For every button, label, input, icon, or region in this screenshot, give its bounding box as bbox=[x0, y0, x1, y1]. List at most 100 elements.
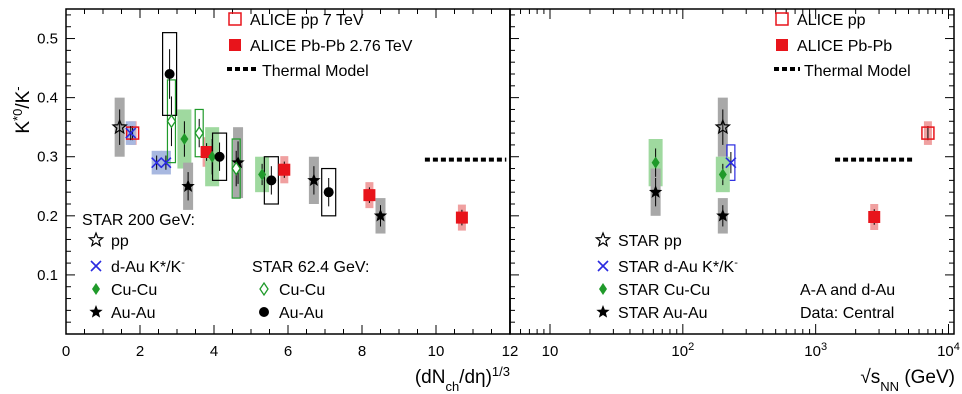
data-point bbox=[307, 173, 321, 187]
legend-r-alice-pp-label: ALICE pp bbox=[797, 12, 866, 29]
legend-r-star-cucu-marker bbox=[599, 283, 607, 295]
right-x-axis-title: √sNN (GeV) bbox=[860, 367, 955, 394]
legend-star62-title: STAR 62.4 GeV: bbox=[252, 259, 369, 276]
cross-marker bbox=[597, 260, 609, 272]
right-frame bbox=[509, 8, 955, 335]
star-filled-marker bbox=[89, 305, 103, 318]
data-point bbox=[455, 211, 468, 224]
right-data bbox=[648, 97, 935, 234]
right-legend-alice: ALICE pp ALICE Pb-Pb Thermal Model bbox=[774, 12, 911, 80]
data-point bbox=[868, 211, 881, 223]
data-point bbox=[160, 157, 172, 169]
star-filled-marker bbox=[596, 305, 610, 318]
left-data bbox=[111, 32, 507, 234]
y-tick-label: 0.5 bbox=[37, 31, 58, 48]
left-legend-alice: ALICE pp 7 TeV ALICE Pb-Pb 2.76 TeV Ther… bbox=[227, 12, 413, 80]
x-tick-label: 12 bbox=[502, 343, 519, 360]
data-point bbox=[266, 175, 277, 186]
data-point bbox=[194, 125, 204, 141]
x-tick-label: 104 bbox=[937, 341, 960, 360]
legend-star62-auau-label: Au-Au bbox=[279, 305, 323, 322]
x-tick-label: 102 bbox=[671, 341, 694, 360]
legend-star62-auau-marker bbox=[259, 307, 269, 317]
x-tick-label: 4 bbox=[210, 343, 218, 360]
right-legend-star: STAR pp STAR d-Au K*/K- STAR Cu-Cu STAR … bbox=[594, 231, 738, 322]
left-panel: 0 2 4 6 8 10 12 0.1 0.2 0.3 0.4 0.5 ALICE pp 7 TeV … bbox=[37, 8, 954, 394]
cross-marker bbox=[90, 260, 102, 272]
legend-star200-cucu-label: Cu-Cu bbox=[111, 282, 157, 299]
legend-star62-cucu-marker bbox=[259, 281, 269, 297]
right-note-line2: Data: Central bbox=[800, 305, 894, 322]
sys-band bbox=[162, 32, 178, 116]
legend-star200-pp-marker bbox=[87, 231, 105, 248]
data-point bbox=[373, 208, 388, 222]
y-tick-label: 0.2 bbox=[37, 208, 58, 225]
star-open-marker bbox=[87, 231, 105, 248]
data-point bbox=[725, 157, 737, 169]
x-tick-label: 10 bbox=[428, 343, 445, 360]
left-x-axis-title: (dNch/dη)1/3 bbox=[415, 364, 510, 394]
legend-r-alice-pp-marker bbox=[775, 12, 789, 26]
legend-thermal-label: Thermal Model bbox=[262, 63, 369, 80]
data-point bbox=[231, 161, 241, 176]
data-point bbox=[363, 189, 376, 202]
x-tick-label: 10 bbox=[542, 343, 559, 360]
data-point bbox=[648, 185, 663, 198]
legend-r-star-dau-label: STAR d-Au K*/K- bbox=[618, 257, 738, 276]
data-point bbox=[151, 157, 163, 169]
legend-r-star-cucu-label: STAR Cu-Cu bbox=[618, 282, 710, 299]
data-point bbox=[166, 114, 177, 129]
data-point bbox=[278, 163, 291, 176]
legend-r-alice-pbpb-marker bbox=[776, 39, 788, 51]
diamond-open-marker bbox=[259, 281, 269, 297]
legend-star200-title: STAR 200 GeV: bbox=[82, 212, 195, 229]
legend-star200-dau-label: d-Au K*/K- bbox=[111, 257, 185, 276]
star-open-marker bbox=[594, 231, 612, 248]
legend-r-star-pp-label: STAR pp bbox=[618, 233, 682, 250]
legend-alice-pp-marker bbox=[228, 12, 242, 26]
right-panel: 10 102 103 104 ALICE pp ALICE Pb-Pb Thermal… bbox=[509, 8, 960, 394]
left-legend-star: STAR 200 GeV: pp d-Au K*/K- Cu-Cu Au-Au … bbox=[82, 212, 369, 322]
diamond-filled-marker bbox=[599, 283, 607, 295]
legend-r-thermal-label: Thermal Model bbox=[804, 63, 911, 80]
y-tick-label: 0.1 bbox=[37, 267, 58, 284]
legend-star200-cucu-marker bbox=[92, 283, 100, 295]
data-point bbox=[111, 118, 128, 135]
data-point bbox=[258, 168, 267, 181]
data-point bbox=[718, 168, 727, 181]
data-point bbox=[651, 156, 660, 169]
y-tick-label: 0.3 bbox=[37, 149, 58, 166]
data-point bbox=[125, 127, 137, 139]
x-tick-label: 0 bbox=[62, 343, 70, 360]
legend-star200-auau-marker bbox=[89, 305, 103, 318]
data-point bbox=[214, 151, 225, 162]
legend-star200-dau-marker bbox=[90, 260, 102, 272]
circle-filled-marker bbox=[259, 307, 269, 317]
legend-alice-pbpb-label: ALICE Pb-Pb 2.76 TeV bbox=[250, 38, 413, 55]
x-tick-label: 2 bbox=[136, 343, 144, 360]
data-point bbox=[208, 150, 217, 163]
legend-alice-pbpb-marker bbox=[229, 39, 241, 51]
data-point bbox=[323, 187, 334, 198]
legend-r-star-auau-marker bbox=[596, 305, 610, 318]
legend-r-star-auau-label: STAR Au-Au bbox=[618, 305, 708, 322]
right-ticks: 10 102 103 104 bbox=[509, 9, 960, 360]
data-point bbox=[231, 155, 245, 169]
x-tick-label: 6 bbox=[284, 343, 292, 360]
data-point bbox=[180, 133, 189, 145]
data-point bbox=[921, 126, 935, 140]
diamond-filled-marker bbox=[92, 283, 100, 295]
legend-star200-pp-label: pp bbox=[111, 233, 129, 250]
legend-alice-pp-label: ALICE pp 7 TeV bbox=[250, 12, 364, 29]
x-tick-label: 8 bbox=[358, 343, 366, 360]
legend-r-star-pp-marker bbox=[594, 231, 612, 248]
legend-star200-auau-label: Au-Au bbox=[111, 305, 155, 322]
y-tick-label: 0.4 bbox=[37, 90, 58, 107]
data-point bbox=[716, 208, 730, 222]
sys-band bbox=[321, 167, 337, 217]
right-note-line1: A-A and d-Au bbox=[800, 282, 895, 299]
y-axis-title: K*0/K- bbox=[10, 86, 35, 133]
data-point bbox=[125, 126, 140, 140]
x-tick-label: 103 bbox=[804, 341, 827, 360]
legend-r-alice-pbpb-label: ALICE Pb-Pb bbox=[797, 38, 892, 55]
